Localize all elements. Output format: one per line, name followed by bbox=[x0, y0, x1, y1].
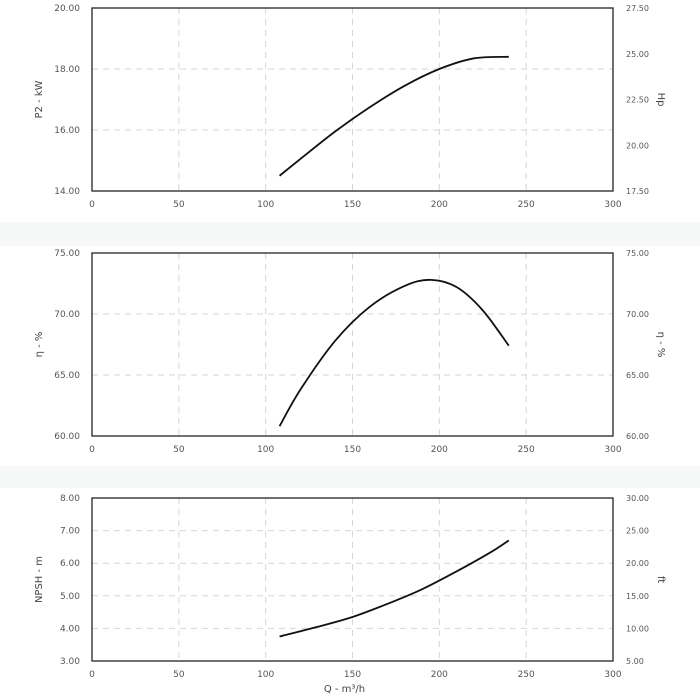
chart-1-series-1-line bbox=[278, 55, 509, 177]
chart-3-x-tick-label: 200 bbox=[431, 670, 448, 680]
chart-3-x-tick-label: 300 bbox=[604, 670, 621, 680]
chart-2-y2-tick-label: 75.00 bbox=[626, 249, 649, 258]
chart-3-y-tick-label: 3.00 bbox=[60, 657, 80, 667]
chart-3-x-tick-label: 100 bbox=[257, 670, 274, 680]
chart-1-plot-frame bbox=[91, 7, 614, 192]
chart-3-y-axis-label: NPSH - m bbox=[34, 556, 45, 603]
chart-2-x-tick-label: 50 bbox=[173, 445, 185, 455]
chart-1-y-tick-label: 20.00 bbox=[54, 4, 80, 14]
chart-2-y-tick-label: 65.00 bbox=[54, 371, 80, 381]
chart-1-y-tick-label: 14.00 bbox=[54, 187, 80, 197]
chart-1-x-tick-label: 200 bbox=[431, 200, 448, 210]
chart-1-y2-tick-label: 20.00 bbox=[626, 141, 649, 150]
chart-1-y-tick-label: 16.00 bbox=[54, 126, 80, 136]
chart-3-y2-tick-label: 20.00 bbox=[626, 559, 649, 568]
chart-3-y-tick-label: 4.00 bbox=[60, 624, 80, 634]
chart-1-x-tick-label: 250 bbox=[518, 200, 535, 210]
chart-2-y-tick-label: 60.00 bbox=[54, 432, 80, 442]
chart-3-y-tick-label: 5.00 bbox=[60, 592, 80, 602]
chart-2-y2-tick-label: 60.00 bbox=[626, 432, 649, 441]
chart-3-y2-tick-label: 15.00 bbox=[626, 592, 649, 601]
chart-1-x-tick-label: 50 bbox=[173, 200, 185, 210]
chart-1-x-tick-label: 300 bbox=[604, 200, 621, 210]
chart-3-y2-tick-label: 10.00 bbox=[626, 624, 649, 633]
chart-1-x-tick-label: 0 bbox=[89, 200, 95, 210]
chart-2-y2-axis-label: η - % bbox=[655, 332, 666, 358]
chart-3-x-tick-label: 150 bbox=[344, 670, 361, 680]
chart-2-x-tick-label: 0 bbox=[89, 445, 95, 455]
chart-1-y2-tick-label: 17.50 bbox=[626, 187, 649, 196]
chart-2-x-tick-label: 300 bbox=[604, 445, 621, 455]
chart-3-y2-axis-label: ft bbox=[655, 576, 666, 583]
chart-1-y2-tick-label: 27.50 bbox=[626, 4, 649, 13]
chart-2-y-axis-label: η - % bbox=[34, 332, 45, 358]
chart-2-x-tick-label: 200 bbox=[431, 445, 448, 455]
panel-separator bbox=[0, 466, 700, 488]
chart-2-x-tick-label: 250 bbox=[518, 445, 535, 455]
chart-2-plot-frame bbox=[91, 252, 614, 437]
chart-1-x-tick-label: 100 bbox=[257, 200, 274, 210]
chart-2-y-tick-label: 70.00 bbox=[54, 310, 80, 320]
chart-2-x-tick-label: 100 bbox=[257, 445, 274, 455]
chart-2-series-1-line bbox=[278, 278, 510, 427]
chart-1-y2-tick-label: 25.00 bbox=[626, 50, 649, 59]
chart-3-x-axis-label: Q - m³/h bbox=[324, 684, 365, 695]
chart-3-y2-tick-label: 25.00 bbox=[626, 527, 649, 536]
chart-3-y-tick-label: 8.00 bbox=[60, 494, 80, 504]
chart-2-y-tick-label: 75.00 bbox=[54, 249, 80, 259]
chart-2-y2-tick-label: 65.00 bbox=[626, 371, 649, 380]
chart-1-y-tick-label: 18.00 bbox=[54, 65, 80, 75]
chart-3-x-tick-label: 250 bbox=[518, 670, 535, 680]
chart-1-y2-axis-label: Hp bbox=[655, 93, 666, 107]
chart-3-y2-tick-label: 30.00 bbox=[626, 494, 649, 503]
chart-3-series-1-line bbox=[279, 539, 510, 638]
panel-separator bbox=[0, 222, 700, 246]
chart-3-x-tick-label: 50 bbox=[173, 670, 185, 680]
chart-1-y2-tick-label: 22.50 bbox=[626, 96, 649, 105]
chart-3-y-tick-label: 6.00 bbox=[60, 559, 80, 569]
chart-1-y-axis-label: P2 - kW bbox=[34, 80, 45, 118]
chart-1-x-tick-label: 150 bbox=[344, 200, 361, 210]
chart-2-y2-tick-label: 70.00 bbox=[626, 310, 649, 319]
chart-3-x-tick-label: 0 bbox=[89, 670, 95, 680]
chart-3-plot-frame bbox=[91, 497, 614, 662]
chart-3-y2-tick-label: 5.00 bbox=[626, 657, 644, 666]
chart-3-y-tick-label: 7.00 bbox=[60, 527, 80, 537]
chart-2-x-tick-label: 150 bbox=[344, 445, 361, 455]
